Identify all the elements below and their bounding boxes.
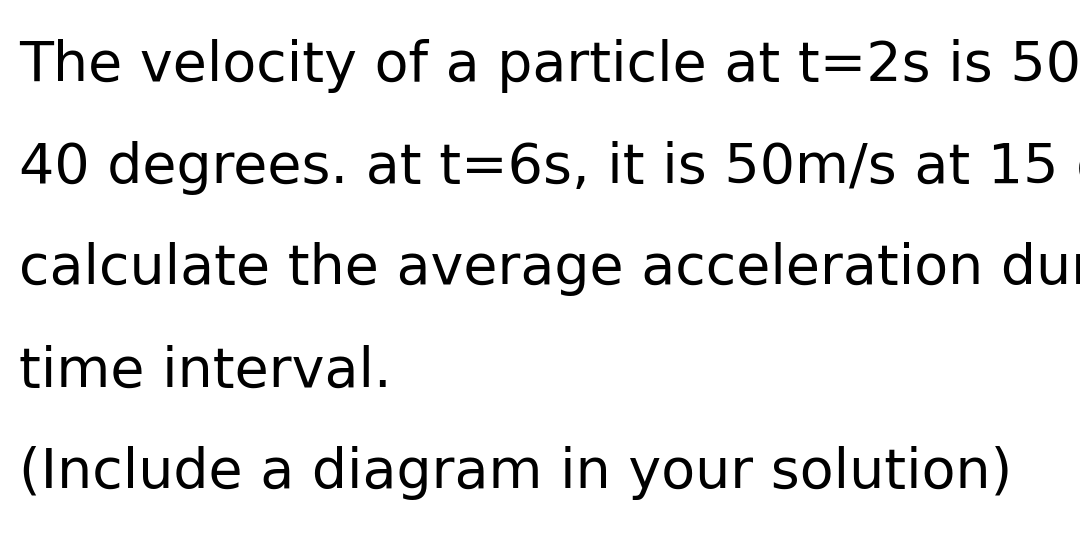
Text: 40 degrees. at t=6s, it is 50m/s at 15 degrees.: 40 degrees. at t=6s, it is 50m/s at 15 d… [19, 141, 1080, 195]
Text: time interval.: time interval. [19, 344, 392, 398]
Text: calculate the average acceleration during the: calculate the average acceleration durin… [19, 242, 1080, 296]
Text: The velocity of a particle at t=2s is 50 m/s at: The velocity of a particle at t=2s is 50… [19, 39, 1080, 93]
Text: (Include a diagram in your solution): (Include a diagram in your solution) [19, 446, 1013, 500]
